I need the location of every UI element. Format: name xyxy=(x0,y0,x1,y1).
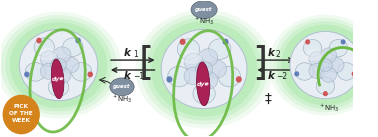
Ellipse shape xyxy=(309,52,325,67)
Text: guest: guest xyxy=(195,7,213,12)
Text: $^+$NH$_3$: $^+$NH$_3$ xyxy=(319,103,340,114)
Ellipse shape xyxy=(207,60,227,78)
Ellipse shape xyxy=(177,39,200,59)
Ellipse shape xyxy=(295,63,314,80)
Ellipse shape xyxy=(321,67,337,82)
Ellipse shape xyxy=(198,49,218,67)
Ellipse shape xyxy=(0,15,116,115)
Circle shape xyxy=(323,91,328,96)
Ellipse shape xyxy=(19,29,98,101)
Ellipse shape xyxy=(71,63,92,81)
Ellipse shape xyxy=(321,48,337,63)
Ellipse shape xyxy=(184,67,203,85)
Ellipse shape xyxy=(40,51,58,67)
Ellipse shape xyxy=(309,63,325,79)
Text: 2: 2 xyxy=(276,50,281,59)
Circle shape xyxy=(166,76,172,83)
Text: k: k xyxy=(267,48,274,58)
Text: $^+$NH$_3$: $^+$NH$_3$ xyxy=(194,16,215,27)
Text: dye: dye xyxy=(367,71,378,79)
Circle shape xyxy=(3,95,40,134)
Text: ]: ] xyxy=(253,45,268,83)
Ellipse shape xyxy=(277,21,373,109)
Circle shape xyxy=(223,39,229,45)
Circle shape xyxy=(56,92,61,98)
Ellipse shape xyxy=(62,57,79,73)
Circle shape xyxy=(36,38,42,43)
Text: k: k xyxy=(267,71,274,81)
Ellipse shape xyxy=(51,58,67,72)
Circle shape xyxy=(75,38,81,43)
Ellipse shape xyxy=(306,49,324,61)
Circle shape xyxy=(180,39,186,45)
Ellipse shape xyxy=(5,19,112,111)
Text: $^+$NH$_3$: $^+$NH$_3$ xyxy=(112,94,133,105)
Ellipse shape xyxy=(63,38,83,56)
Ellipse shape xyxy=(37,48,57,61)
Ellipse shape xyxy=(218,66,240,87)
Circle shape xyxy=(305,39,310,45)
Ellipse shape xyxy=(303,39,322,57)
Text: 1: 1 xyxy=(133,50,138,59)
Ellipse shape xyxy=(141,14,268,124)
Ellipse shape xyxy=(135,10,273,128)
Ellipse shape xyxy=(48,78,69,96)
Text: ‡: ‡ xyxy=(265,92,272,106)
Ellipse shape xyxy=(25,63,46,81)
Ellipse shape xyxy=(0,12,121,119)
Ellipse shape xyxy=(328,57,344,73)
Text: k: k xyxy=(124,48,131,58)
Ellipse shape xyxy=(365,54,378,96)
Text: −2: −2 xyxy=(276,72,287,81)
Ellipse shape xyxy=(269,15,378,115)
Ellipse shape xyxy=(161,29,247,109)
Ellipse shape xyxy=(34,38,54,56)
Circle shape xyxy=(87,72,93,77)
Ellipse shape xyxy=(146,18,262,120)
Ellipse shape xyxy=(318,59,333,71)
Circle shape xyxy=(352,71,356,76)
Ellipse shape xyxy=(197,62,210,106)
Text: [: [ xyxy=(139,45,154,83)
Ellipse shape xyxy=(53,67,71,83)
Ellipse shape xyxy=(316,77,335,95)
Text: PICK
OF THE
WEEK: PICK OF THE WEEK xyxy=(9,104,33,123)
Text: −1: −1 xyxy=(133,72,144,81)
Ellipse shape xyxy=(290,31,361,99)
Text: guest: guest xyxy=(113,84,131,89)
Ellipse shape xyxy=(51,59,64,99)
Ellipse shape xyxy=(151,22,257,116)
Circle shape xyxy=(24,72,29,77)
Text: k: k xyxy=(124,71,131,81)
Ellipse shape xyxy=(191,1,217,18)
Ellipse shape xyxy=(209,39,231,59)
Ellipse shape xyxy=(53,47,71,63)
Circle shape xyxy=(341,39,345,45)
Circle shape xyxy=(236,76,242,83)
Ellipse shape xyxy=(184,53,203,71)
Ellipse shape xyxy=(273,18,378,112)
Ellipse shape xyxy=(282,25,369,105)
Text: dye: dye xyxy=(51,76,64,82)
Ellipse shape xyxy=(10,22,107,108)
Ellipse shape xyxy=(180,50,202,64)
Circle shape xyxy=(201,99,207,106)
Ellipse shape xyxy=(198,71,218,89)
Ellipse shape xyxy=(195,62,213,77)
Ellipse shape xyxy=(40,63,58,79)
Ellipse shape xyxy=(329,39,347,57)
Ellipse shape xyxy=(193,83,215,104)
Ellipse shape xyxy=(337,63,356,80)
Ellipse shape xyxy=(110,78,134,96)
Text: dye: dye xyxy=(197,81,210,87)
Ellipse shape xyxy=(167,66,190,87)
Circle shape xyxy=(294,71,299,76)
